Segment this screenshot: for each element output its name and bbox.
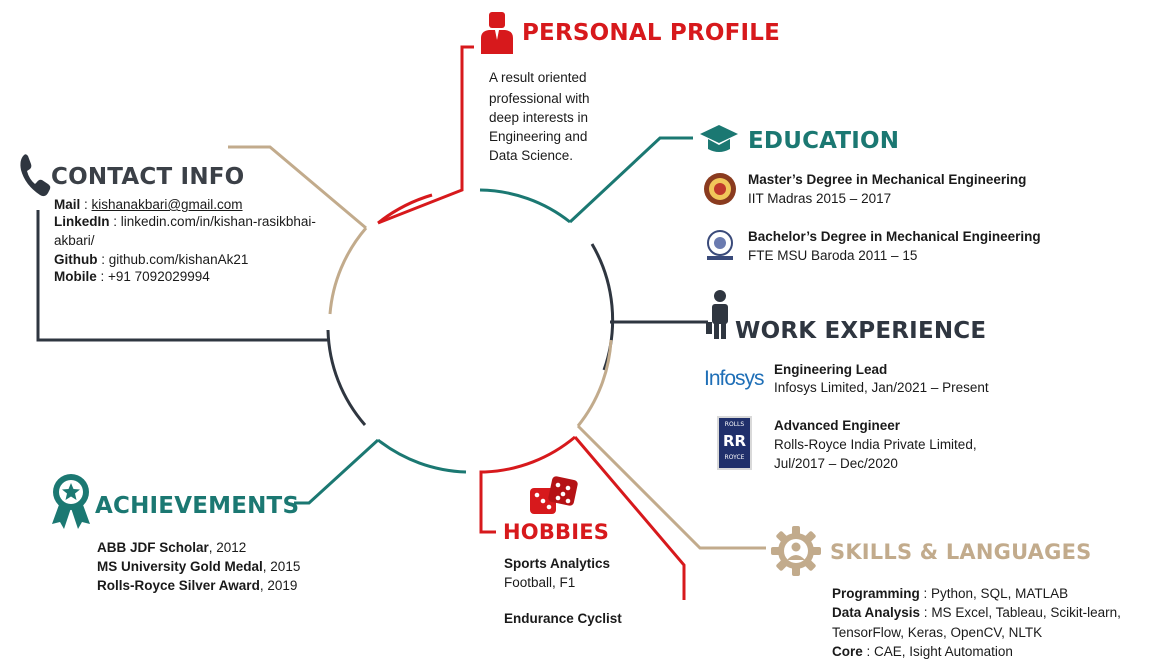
infosys-logo: Infosys (704, 367, 765, 390)
work-detail-1: Infosys Limited, Jan/2021 – Present (774, 380, 989, 395)
branch-contact-top (228, 145, 367, 230)
award-ribbon-icon (50, 472, 92, 530)
skills-data-label: Data Analysis (832, 605, 921, 620)
contact-mail-label: Mail (54, 197, 81, 212)
skills-core-value: CAE, Isight Automation (874, 644, 1013, 659)
gear-person-icon (770, 525, 822, 577)
contact-mobile-row: Mobile : +91 7092029994 (54, 269, 210, 284)
skills-programming-value: Python, SQL, MATLAB (931, 586, 1069, 601)
skills-core-label: Core (832, 644, 863, 659)
iit-madras-logo (703, 172, 737, 206)
work-role-1: Engineering Lead (774, 362, 888, 377)
education-degree-2: Bachelor’s Degree in Mechanical Engineer… (748, 229, 1041, 244)
skills-title: SKILLS & LANGUAGES (830, 540, 1092, 564)
contact-mail-row: Mail : kishanakbari@gmail.com (54, 197, 243, 212)
rolls-royce-logo-mid: RR (722, 432, 747, 450)
personal-profile-line-1: A result oriented (489, 70, 587, 85)
contact-mail-link[interactable]: kishanakbari@gmail.com (91, 197, 243, 212)
personal-profile-line-4: Engineering and (489, 129, 588, 144)
graduation-cap-icon (699, 123, 739, 155)
skills-data-row: Data Analysis : MS Excel, Tableau, Sciki… (832, 605, 1121, 620)
contact-linkedin-value[interactable]: linkedin.com/in/kishan-rasikbhai- (120, 214, 316, 229)
work-detail-2a: Rolls-Royce India Private Limited, (774, 437, 977, 452)
contact-linkedin-continued[interactable]: akbari/ (54, 233, 95, 248)
contact-github-label: Github (54, 252, 98, 267)
dice-icon (528, 474, 578, 518)
skills-programming-label: Programming (832, 586, 920, 601)
branch-personal-profile (377, 45, 474, 225)
achievement-2-name: MS University Gold Medal (97, 559, 263, 574)
ring-segment-teal-top (479, 188, 571, 224)
work-role-2: Advanced Engineer (774, 418, 901, 433)
skills-core-row: Core : CAE, Isight Automation (832, 644, 1013, 659)
achievement-1: ABB JDF Scholar, 2012 (97, 538, 246, 557)
contact-info-title: CONTACT INFO (51, 164, 245, 190)
education-detail-1: IIT Madras 2015 – 2017 (748, 191, 892, 206)
skills-programming-row: Programming : Python, SQL, MATLAB (832, 586, 1069, 601)
contact-mobile-label: Mobile (54, 269, 97, 284)
achievement-1-year: , 2012 (208, 540, 247, 555)
contact-linkedin-label: LinkedIn (54, 214, 110, 229)
achievement-2-year: , 2015 (262, 559, 301, 574)
person-suit-icon (479, 10, 515, 54)
ring-segment-teal-bottom (377, 438, 467, 474)
personal-profile-line-3: deep interests in (489, 110, 589, 125)
education-title: EDUCATION (748, 128, 900, 154)
hobby-1-detail: Football, F1 (504, 575, 576, 590)
rolls-royce-logo: ROLLS RR ROYCE (717, 416, 752, 470)
work-experience-title: WORK EXPERIENCE (735, 318, 987, 344)
rolls-royce-logo-bottom: ROYCE (724, 454, 745, 461)
skills-data-value: MS Excel, Tableau, Scikit-learn, (931, 605, 1121, 620)
personal-profile-title: PERSONAL PROFILE (522, 20, 781, 46)
skills-data-continued: TensorFlow, Keras, OpenCV, NLTK (832, 625, 1043, 640)
achievement-3-year: , 2019 (259, 578, 298, 593)
contact-github-row: Github : github.com/kishanAk21 (54, 252, 249, 267)
achievement-3-name: Rolls-Royce Silver Award (97, 578, 260, 593)
contact-linkedin-row: LinkedIn : linkedin.com/in/kishan-rasikb… (54, 214, 316, 229)
education-detail-2: FTE MSU Baroda 2011 – 15 (748, 248, 918, 263)
contact-mobile-value: +91 7092029994 (108, 269, 210, 284)
branch-contact (36, 210, 328, 342)
branch-achievements (294, 438, 380, 505)
hobby-1-title: Sports Analytics (504, 556, 611, 571)
ring-segment-dark-left (326, 329, 367, 426)
education-degree-1: Master’s Degree in Mechanical Engineerin… (748, 172, 1027, 187)
ring-segment-tan-right (576, 339, 613, 427)
hobbies-title: HOBBIES (503, 520, 610, 544)
achievements-title: ACHIEVEMENTS (95, 493, 300, 519)
work-detail-2b: Jul/2017 – Dec/2020 (774, 456, 898, 471)
achievement-3: Rolls-Royce Silver Award, 2019 (97, 576, 297, 595)
ring-segment-tan-left (328, 227, 368, 315)
hobby-2-title: Endurance Cyclist (504, 611, 622, 626)
contact-github-value[interactable]: github.com/kishanAk21 (108, 252, 249, 267)
personal-profile-line-5: Data Science. (489, 148, 574, 163)
branch-hobbies (573, 436, 686, 600)
phone-icon (18, 152, 52, 198)
ring-segment-red-bottom (484, 435, 576, 474)
branch-hobbies-left (479, 470, 496, 534)
msu-baroda-logo (701, 228, 739, 262)
rolls-royce-logo-top: ROLLS (724, 421, 745, 428)
branch-skills (576, 424, 766, 550)
achievement-1-name: ABB JDF Scholar (97, 540, 209, 555)
achievement-2: MS University Gold Medal, 2015 (97, 557, 300, 576)
personal-profile-line-2: professional with (489, 91, 590, 106)
branch-education (568, 136, 693, 224)
businessman-icon (706, 290, 734, 340)
